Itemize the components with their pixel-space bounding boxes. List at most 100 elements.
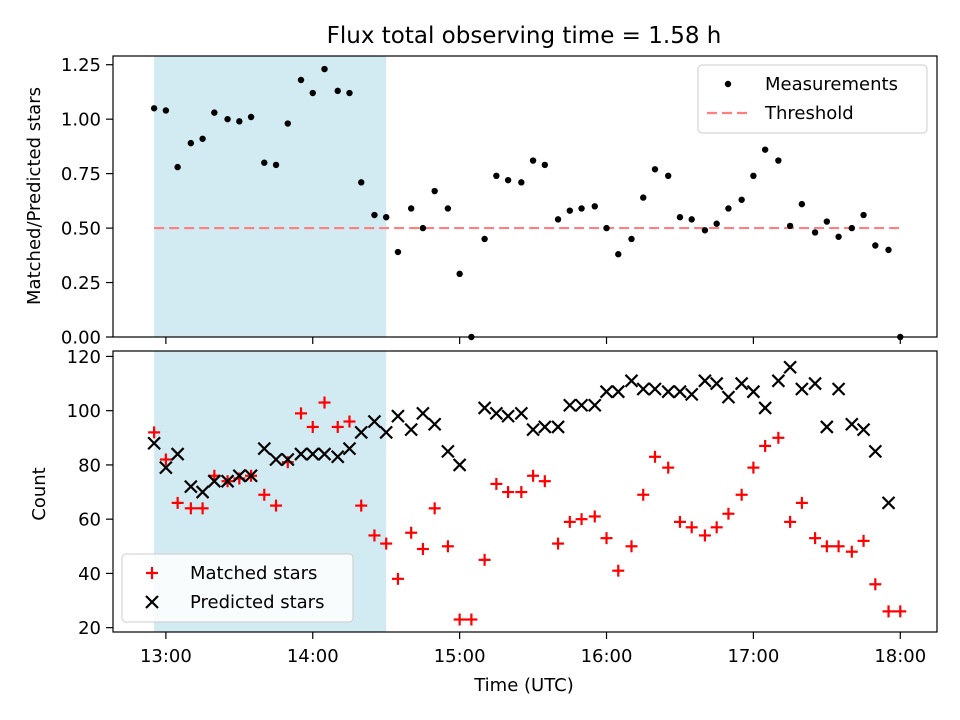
matched-stars-point bbox=[318, 396, 331, 409]
predicted-stars-point bbox=[624, 374, 639, 388]
y-tick-label: 100 bbox=[67, 401, 101, 422]
predicted-stars-point bbox=[734, 376, 749, 391]
predicted-stars-point bbox=[184, 479, 198, 494]
predicted-stars-point bbox=[868, 444, 883, 459]
y-tick-label: 0.50 bbox=[61, 219, 101, 240]
data-point bbox=[541, 161, 549, 169]
data-point bbox=[346, 89, 353, 97]
predicted-stars-point bbox=[317, 447, 332, 461]
predicted-stars-point bbox=[611, 384, 626, 399]
matched-stars-point bbox=[648, 450, 661, 463]
data-point bbox=[651, 166, 659, 173]
matched-stars-point bbox=[563, 515, 576, 528]
predicted-stars-point bbox=[698, 374, 712, 388]
data-point bbox=[382, 213, 390, 221]
matched-stars-point bbox=[759, 439, 772, 452]
predicted-stars-point bbox=[648, 382, 662, 396]
data-point bbox=[823, 218, 831, 225]
predicted-stars-point bbox=[661, 384, 675, 399]
legend-predicted-marker bbox=[145, 595, 159, 609]
predicted-stars-point bbox=[856, 422, 871, 437]
data-point bbox=[224, 115, 231, 123]
matched-stars-point bbox=[685, 521, 698, 534]
y-tick-label: 80 bbox=[78, 455, 101, 476]
matched-stars-point bbox=[331, 420, 344, 433]
predicted-stars-point bbox=[404, 422, 418, 437]
y-tick-label: 1.25 bbox=[61, 55, 101, 76]
data-point bbox=[174, 163, 181, 171]
data-point bbox=[713, 220, 720, 227]
matched-stars-point bbox=[159, 453, 172, 466]
matched-stars-point bbox=[735, 488, 748, 501]
matched-stars-point bbox=[453, 613, 466, 626]
legend-matched-label: Matched stars bbox=[190, 563, 317, 584]
matched-stars-point bbox=[869, 578, 882, 591]
matched-stars-point bbox=[857, 534, 870, 547]
data-point bbox=[603, 224, 610, 232]
top-panel-ylabel: Matched/Predicted stars bbox=[24, 87, 45, 305]
data-point bbox=[309, 89, 316, 97]
data-point bbox=[775, 157, 782, 164]
matched-stars-point bbox=[148, 426, 161, 439]
matched-stars-point bbox=[552, 537, 565, 550]
bottom-panel-ylabel: Count bbox=[29, 467, 50, 520]
legend-matched-marker bbox=[146, 567, 158, 579]
predicted-stars-point bbox=[477, 401, 492, 415]
matched-stars-point bbox=[391, 572, 404, 585]
matched-stars-point bbox=[747, 461, 760, 474]
data-point bbox=[371, 211, 378, 219]
data-point bbox=[236, 118, 243, 125]
data-point bbox=[628, 235, 635, 243]
predicted-stars-point bbox=[354, 425, 369, 440]
predicted-stars-point bbox=[783, 360, 797, 375]
predicted-stars-point bbox=[220, 474, 235, 488]
predicted-stars-point bbox=[159, 460, 173, 475]
data-point bbox=[725, 205, 732, 212]
data-point bbox=[738, 196, 745, 203]
y-tick-label: 120 bbox=[67, 347, 101, 368]
legend-measurements-label: Measurements bbox=[765, 74, 898, 95]
matched-stars-point bbox=[698, 529, 711, 542]
data-point bbox=[162, 107, 170, 114]
predicted-stars-point bbox=[574, 398, 589, 413]
matched-stars-point bbox=[368, 529, 381, 542]
y-tick-label: 0.25 bbox=[61, 273, 101, 294]
data-point bbox=[860, 211, 867, 219]
predicted-stars-point bbox=[170, 447, 185, 461]
matched-stars-point bbox=[894, 605, 907, 618]
bottom-panel-frame bbox=[112, 350, 938, 633]
y-tick-label: 40 bbox=[78, 564, 101, 585]
predicted-stars-point bbox=[441, 444, 455, 459]
data-point bbox=[665, 172, 672, 180]
predicted-stars-point bbox=[538, 420, 552, 434]
predicted-stars-point bbox=[147, 436, 161, 450]
predicted-stars-point bbox=[269, 452, 283, 467]
data-point bbox=[407, 205, 415, 212]
matched-stars-point bbox=[502, 486, 515, 499]
data-point bbox=[885, 246, 892, 254]
predicted-stars-point bbox=[257, 441, 272, 456]
predicted-stars-point bbox=[551, 420, 565, 434]
matched-stars-point bbox=[673, 515, 686, 528]
legend-measurements-marker bbox=[724, 80, 732, 88]
matched-stars-point bbox=[306, 420, 319, 433]
legend-threshold-label: Threshold bbox=[764, 103, 854, 124]
data-point bbox=[199, 135, 206, 142]
data-point bbox=[211, 109, 218, 116]
predicted-stars-point bbox=[881, 496, 896, 510]
matched-stars-point bbox=[527, 469, 540, 482]
predicted-stars-point bbox=[416, 406, 430, 421]
x-axis-label: Time (UTC) bbox=[473, 675, 574, 696]
data-point bbox=[150, 105, 158, 112]
bottom-panel-marks bbox=[147, 360, 907, 626]
data-point bbox=[297, 76, 305, 84]
predicted-stars-point bbox=[599, 384, 614, 399]
data-point bbox=[456, 270, 463, 278]
matched-stars-point bbox=[380, 537, 393, 550]
predicted-stars-point bbox=[281, 452, 295, 467]
predicted-stars-point bbox=[207, 474, 222, 488]
x-tick-label: 16:00 bbox=[581, 646, 633, 667]
y-tick-label: 60 bbox=[78, 510, 101, 531]
predicted-stars-point bbox=[808, 376, 822, 391]
